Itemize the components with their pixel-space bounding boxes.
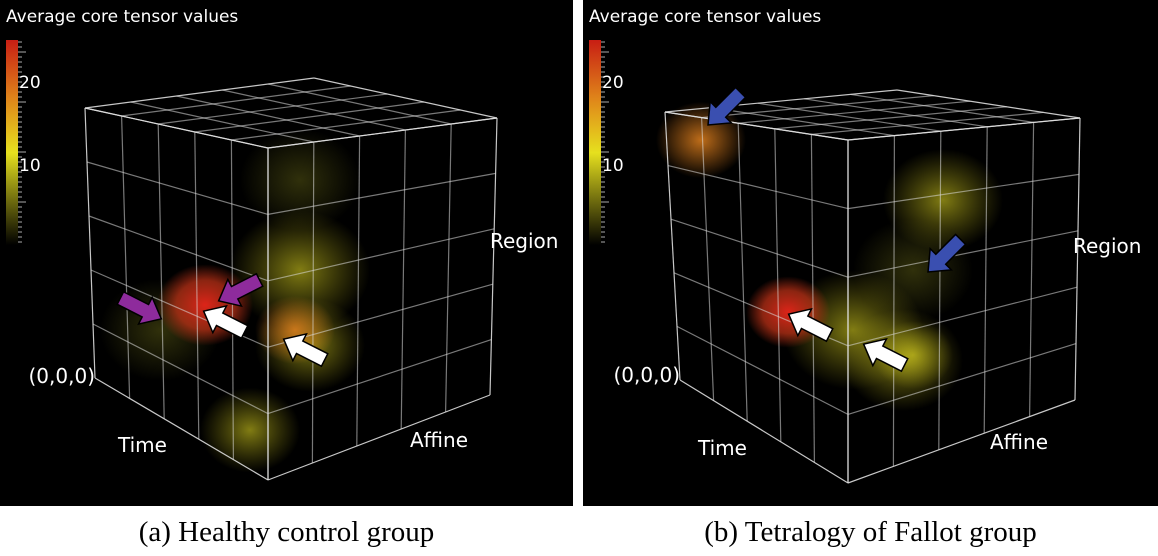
cube-grid [811,111,1044,135]
density-blob [240,129,360,231]
cube-grid [701,117,715,401]
cube-grid [194,131,200,440]
cube-grid [664,89,898,113]
cube-grid [194,101,424,133]
cube-grid [268,83,452,125]
axis-label: Time [697,436,747,460]
cube-grid [267,172,496,215]
cube-grid [84,107,269,149]
colorbar-label: 20 [19,73,41,93]
cube-grid [158,93,388,125]
colorbar-label: 10 [19,156,41,176]
cube-grid [121,85,351,117]
colorbar-label: 10 [602,156,624,176]
cube-grid [701,95,934,119]
density-blob [230,210,370,330]
title: Average core tensor values [6,7,238,27]
cube-grid [896,89,1081,119]
arrow [202,304,249,340]
cube-grid [489,117,498,396]
cube-grid [670,218,849,278]
axis-label: Time [117,433,167,457]
arrow [282,332,329,368]
cube-grid [847,173,1080,210]
arrow [927,233,967,273]
title: Average core tensor values [589,7,821,27]
cube-grid [847,399,1076,484]
axis-label: (0,0,0) [29,364,96,388]
panel: Average core tensor values 20 10 Region (0,0… [0,0,573,548]
arrow [217,272,264,308]
cube-grid [267,228,495,282]
cube-grid [1029,122,1035,417]
axis-label: Region [490,229,558,253]
cube-grid [737,123,748,422]
cube-grid [445,123,452,413]
cube-grid [676,325,849,415]
cube-grid [664,111,681,381]
cube-grid [157,123,165,419]
cube-grid [267,339,492,415]
cube-grid [86,161,269,215]
density-blob [873,321,953,389]
cube-grid [804,98,988,128]
cube-grid [847,230,1079,278]
arrow [787,307,834,343]
axis-label: Affine [410,428,468,452]
cube-grid [313,77,498,119]
colorbar [589,40,601,245]
cube-grid [311,141,315,464]
cube-grid [983,126,988,434]
cube-grid [892,135,895,467]
cube-grid [267,117,498,149]
cube-grid [94,377,269,481]
cube-grid [774,128,782,442]
cube-grid [664,111,849,141]
cube-grid [130,101,314,143]
cube-grid [711,107,895,137]
axis-label: (0,0,0) [614,363,681,387]
caption: (b) Tetralogy of Fallot group [704,516,1036,548]
cube-grid [1074,117,1081,401]
caption: (a) Healthy control group [139,516,435,548]
axis-label: Affine [990,430,1048,454]
cube-grid [667,165,849,210]
cube-grid [84,77,315,109]
cube-grid [176,95,360,137]
cube-grid [222,89,406,131]
cube-grid [231,109,461,141]
cube-grid [938,131,942,450]
axis-label: Region [1073,234,1141,258]
panel: Average core tensor values 20 10 Region (0,0… [583,0,1158,548]
cube-grid [84,107,96,379]
cube-grid [738,100,971,124]
colorbar-label: 20 [602,73,624,93]
cube-grid [92,323,269,415]
colorbar [6,40,18,245]
cube-grid [88,215,269,282]
cube-grid [850,93,1034,123]
cube-grid [810,134,815,463]
cube-grid [121,115,131,399]
arrow [116,290,163,326]
cube-grid [847,343,1077,415]
cube-grid [847,117,1081,141]
arrow [862,337,909,373]
arrow [707,86,747,126]
cube-grid [679,379,849,484]
cube-grid [847,286,1078,347]
cube-grid [267,394,491,481]
cube-grid [400,129,406,430]
density-blob [200,387,300,473]
cube-grid [757,102,941,132]
cube-grid [774,106,1007,130]
cube-grid [356,135,361,447]
